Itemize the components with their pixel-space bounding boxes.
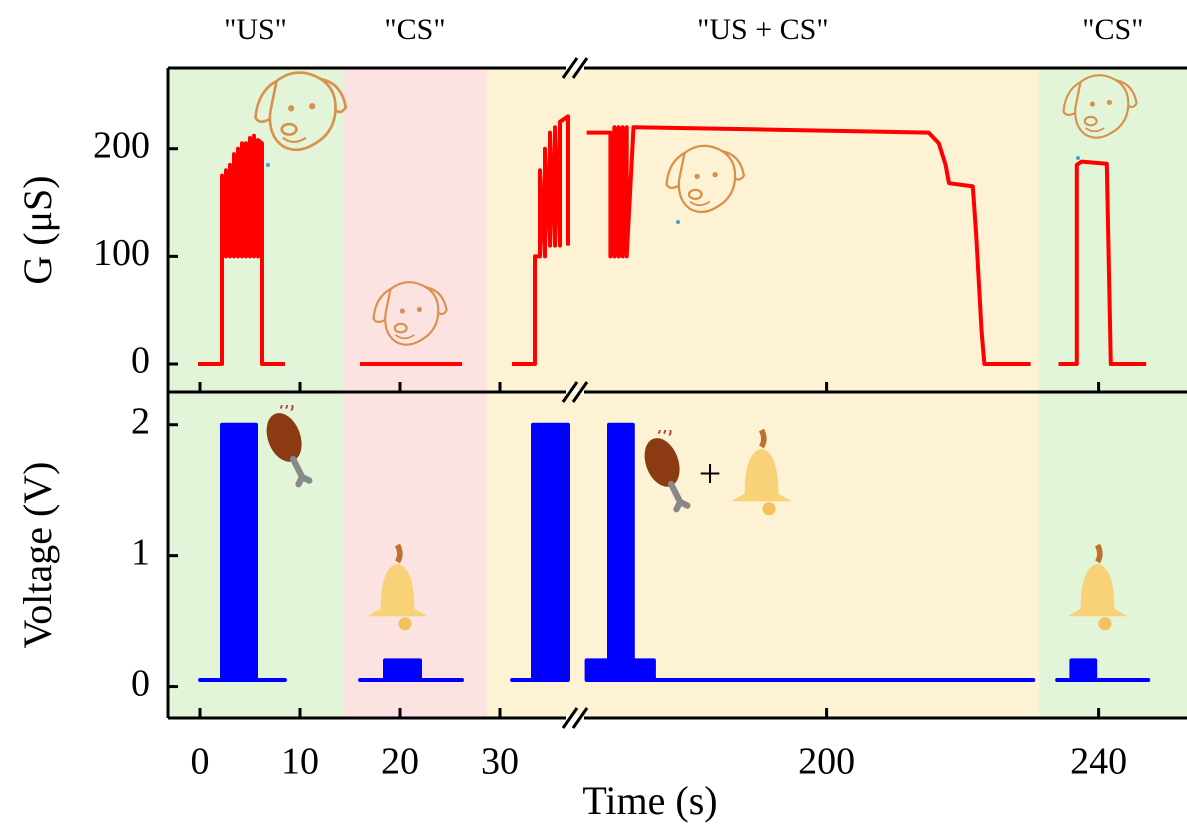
y-tick-label: 0 [131, 340, 150, 382]
x-tick-label: 0 [191, 741, 210, 783]
x-tick-label: 240 [1070, 741, 1127, 783]
drool [676, 220, 680, 224]
y-tick-label: 2 [131, 400, 150, 442]
phase-label: "US" [224, 13, 287, 46]
y-tick-label: 1 [131, 531, 150, 573]
axis-break [561, 57, 579, 79]
axis-break [571, 381, 589, 403]
x-tick-label: 30 [481, 741, 519, 783]
axis-break-gap [566, 389, 584, 395]
x-tick-label: 20 [381, 741, 419, 783]
x-axis-label: Time (s) [582, 778, 717, 823]
phase-label: "CS" [1082, 13, 1143, 46]
axis-break [571, 707, 589, 729]
y-tick-label: 0 [131, 662, 150, 704]
x-tick-label: 10 [281, 741, 319, 783]
phase-label: "US + CS" [697, 13, 828, 46]
data-line [198, 114, 1147, 366]
y-axis-label: G (μS) [15, 175, 60, 284]
y-tick-label: 100 [93, 232, 150, 274]
y-tick-label: 200 [93, 124, 150, 166]
axis-break [561, 381, 579, 403]
axis-break-gap [566, 715, 584, 721]
axis-break [571, 57, 589, 79]
axis-break-gap [566, 65, 584, 71]
axis-break [561, 707, 579, 729]
drool [1076, 156, 1080, 160]
data-line [198, 422, 1151, 682]
drool [266, 163, 270, 167]
icons [254, 71, 1138, 631]
x-tick-label: 200 [798, 741, 855, 783]
phase-label: "CS" [384, 13, 445, 46]
y-axis-label: Voltage (V) [15, 462, 60, 649]
annotation: + [699, 451, 722, 496]
